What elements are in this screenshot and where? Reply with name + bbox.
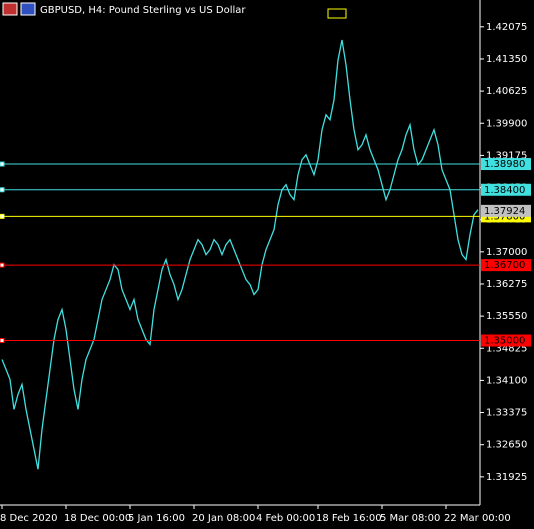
price-line [1, 39, 479, 470]
y-tick-label: 1.34825 [486, 343, 527, 354]
y-tick-label: 1.40625 [486, 86, 527, 97]
level-label: 1.36700 [484, 260, 525, 271]
level-handle [0, 262, 5, 268]
y-tick-label: 1.37000 [486, 247, 527, 258]
x-tick-label: 5 Mar 08:00 [380, 513, 440, 524]
y-tick-label: 1.39175 [486, 150, 527, 161]
level-label: 1.38400 [484, 185, 525, 196]
level-handle [0, 161, 5, 167]
y-tick-label: 1.33375 [486, 408, 527, 419]
level-label: 1.38980 [484, 159, 525, 170]
y-tick-label: 1.31925 [486, 472, 527, 483]
symbol-icon [2, 2, 36, 16]
chart-title: GBPUSD, H4: Pound Sterling vs US Dollar [40, 5, 246, 16]
y-tick-label: 1.35550 [486, 311, 527, 322]
y-tick-label: 1.32650 [486, 440, 527, 451]
bid-label-bg [481, 204, 531, 217]
level-label-bg [481, 334, 531, 347]
x-tick-label: 5 Jan 16:00 [128, 513, 185, 524]
x-tick-label: 20 Jan 08:00 [192, 513, 255, 524]
x-tick-label: 4 Feb 00:00 [256, 513, 315, 524]
level-handle [0, 213, 5, 219]
y-tick-label: 1.36275 [486, 279, 527, 290]
y-tick-label: 1.41350 [486, 54, 527, 65]
level-label-bg [481, 158, 531, 171]
highlight-box [327, 8, 347, 19]
x-tick-label: 18 Dec 00:00 [64, 513, 131, 524]
level-handle [0, 187, 5, 193]
level-handle [0, 338, 5, 344]
level-label-bg [481, 259, 531, 272]
x-tick-label: 18 Feb 16:00 [316, 513, 382, 524]
x-tick-label: 8 Dec 2020 [0, 513, 58, 524]
y-tick-label: 1.42075 [486, 22, 527, 33]
x-tick-label: 22 Mar 00:00 [444, 513, 511, 524]
bid-label: 1.37924 [484, 206, 525, 217]
y-tick-label: 1.34100 [486, 375, 527, 386]
y-tick-label: 1.39900 [486, 118, 527, 129]
level-label-bg [481, 183, 531, 196]
level-label: 1.35000 [484, 336, 525, 347]
